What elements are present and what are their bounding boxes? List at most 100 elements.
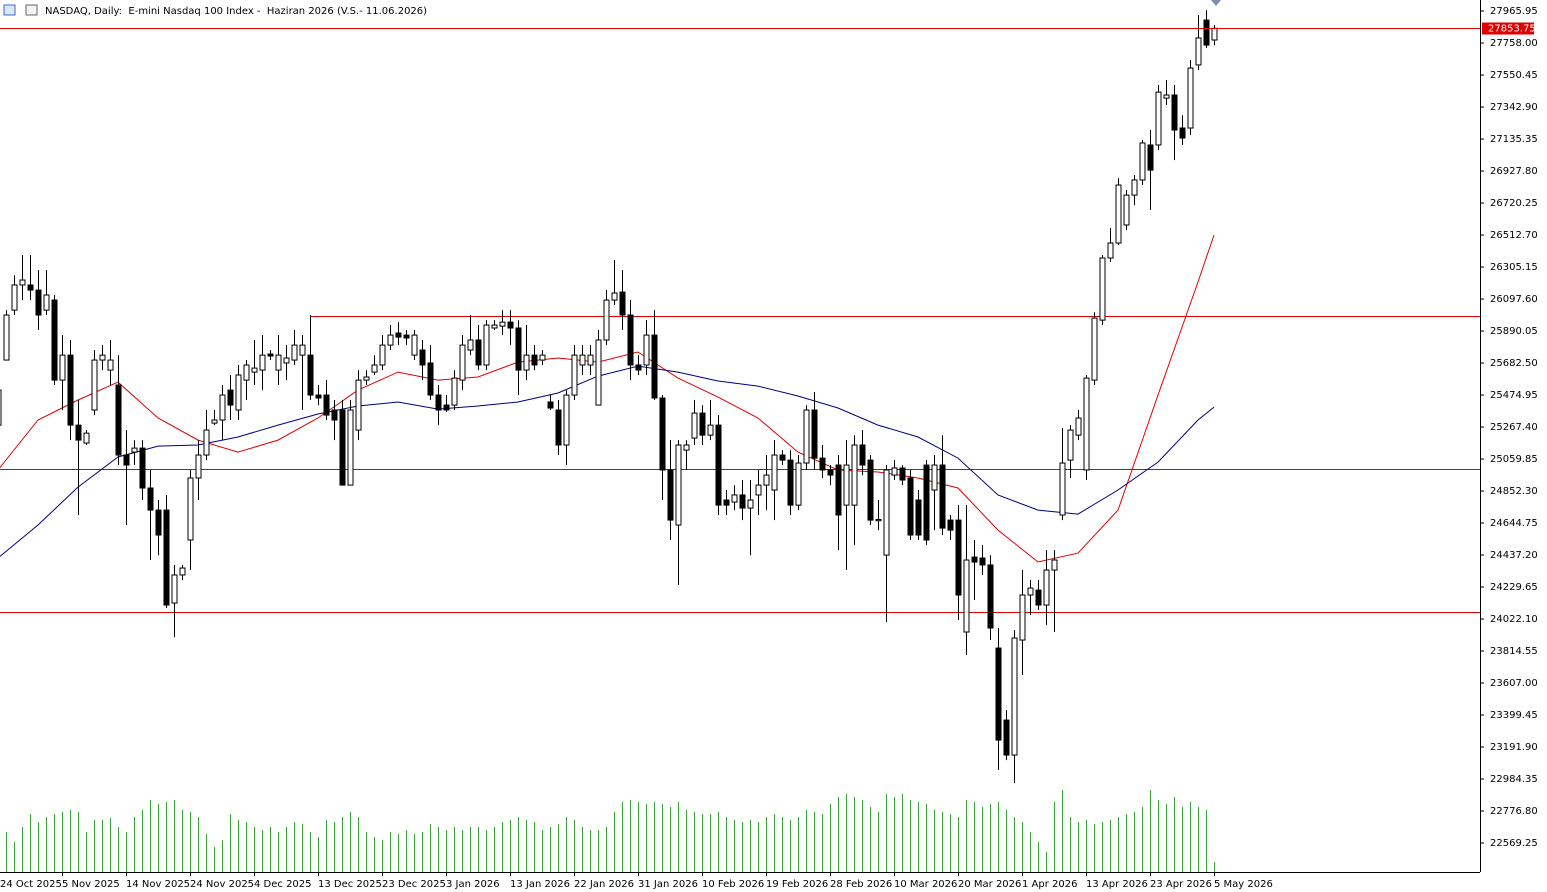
candle-body bbox=[0, 389, 2, 426]
candle-body bbox=[299, 344, 306, 356]
y-tick-label: 26305.15 bbox=[1490, 262, 1538, 273]
candle-body bbox=[163, 509, 170, 606]
x-tick-label: 4 Dec 2025 bbox=[254, 879, 312, 890]
price-label-box bbox=[1482, 22, 1534, 35]
candle-body bbox=[699, 412, 706, 436]
candle-body bbox=[435, 394, 442, 411]
plot-area bbox=[0, 10, 1480, 872]
candle-body bbox=[771, 454, 778, 491]
y-tick-label: 25682.50 bbox=[1490, 358, 1538, 369]
x-tick-label: 5 May 2026 bbox=[1214, 879, 1273, 890]
candle-body bbox=[1211, 27, 1218, 41]
candle-body bbox=[595, 339, 602, 406]
candle-body bbox=[603, 299, 610, 341]
candle-body bbox=[1003, 719, 1010, 756]
x-tick-label: 13 Jan 2026 bbox=[510, 879, 570, 890]
candle-body bbox=[427, 362, 434, 396]
candle-body bbox=[3, 314, 10, 361]
y-tick-label: 27965.95 bbox=[1490, 6, 1538, 17]
candle-body bbox=[203, 429, 210, 456]
candle-body bbox=[291, 344, 298, 361]
candle-body bbox=[851, 444, 858, 506]
candle-body bbox=[787, 459, 794, 506]
candle-body bbox=[1067, 429, 1074, 461]
candle-body bbox=[67, 354, 74, 426]
candle-body bbox=[451, 377, 458, 406]
candle-body bbox=[1011, 637, 1018, 756]
candle-body bbox=[563, 394, 570, 446]
candle-body bbox=[899, 467, 906, 481]
candle-body bbox=[131, 447, 138, 453]
candle-body bbox=[115, 384, 122, 456]
y-tick-label: 26720.25 bbox=[1490, 198, 1538, 209]
candle-body bbox=[139, 447, 146, 489]
candle-body bbox=[59, 354, 66, 381]
candle-body bbox=[579, 354, 586, 366]
candle-body bbox=[491, 324, 498, 329]
icon bbox=[3, 4, 16, 16]
candle-body bbox=[475, 339, 482, 366]
candle-body bbox=[667, 469, 674, 521]
candle-body bbox=[1179, 127, 1186, 139]
candle-body bbox=[747, 499, 754, 509]
candle-body bbox=[955, 519, 962, 596]
candle-body bbox=[1019, 594, 1026, 641]
candle-body bbox=[371, 364, 378, 373]
candle-body bbox=[515, 327, 522, 371]
candle-body bbox=[339, 409, 346, 486]
y-tick-label: 23607.00 bbox=[1490, 678, 1538, 689]
candle-body bbox=[227, 389, 234, 406]
candle-body bbox=[1171, 94, 1178, 131]
y-tick-label: 22984.35 bbox=[1490, 774, 1538, 785]
candle-body bbox=[987, 564, 994, 629]
candle-body bbox=[915, 499, 922, 536]
y-tick-label: 25474.95 bbox=[1490, 390, 1538, 401]
candle-body bbox=[723, 499, 730, 506]
y-tick-label: 26927.80 bbox=[1490, 166, 1538, 177]
candle-body bbox=[307, 354, 314, 396]
candle-body bbox=[443, 404, 450, 411]
candle-body bbox=[859, 444, 866, 466]
x-tick-label: 24 Nov 2025 bbox=[190, 879, 254, 890]
candle-body bbox=[211, 419, 218, 424]
y-tick-label: 24229.65 bbox=[1490, 582, 1538, 593]
candle-body bbox=[691, 412, 698, 439]
candle-body bbox=[923, 464, 930, 541]
candle-body bbox=[43, 294, 50, 311]
candle-body bbox=[499, 321, 506, 327]
candle-body bbox=[1035, 589, 1042, 606]
candle-body bbox=[555, 409, 562, 446]
candle-body bbox=[1195, 37, 1202, 66]
x-tick-label: 14 Nov 2025 bbox=[126, 879, 190, 890]
candle-body bbox=[611, 292, 618, 301]
x-tick-label: 3 Jan 2026 bbox=[446, 879, 500, 890]
candle-body bbox=[795, 462, 802, 506]
candle-body bbox=[195, 454, 202, 479]
candle-body bbox=[459, 344, 466, 381]
candle-body bbox=[659, 397, 666, 471]
marker bbox=[1211, 0, 1221, 6]
candle-body bbox=[867, 459, 874, 521]
y-tick-label: 27135.35 bbox=[1490, 134, 1538, 145]
x-tick-label: 22 Jan 2026 bbox=[574, 879, 634, 890]
y-tick-label: 24437.20 bbox=[1490, 550, 1538, 561]
candle-body bbox=[83, 432, 90, 444]
candle-body bbox=[1083, 377, 1090, 471]
candle-body bbox=[547, 401, 554, 409]
candle-body bbox=[315, 394, 322, 399]
candle-body bbox=[483, 324, 490, 366]
candle-body bbox=[571, 354, 578, 396]
y-tick-label: 23399.45 bbox=[1490, 710, 1538, 721]
candle-body bbox=[187, 477, 194, 541]
candle-body bbox=[419, 349, 426, 366]
candle-body bbox=[651, 334, 658, 399]
candle-body bbox=[995, 647, 1002, 741]
x-tick-label: 5 Nov 2025 bbox=[62, 879, 120, 890]
candle-body bbox=[347, 409, 354, 486]
candle-body bbox=[251, 367, 258, 373]
y-tick-label: 24022.10 bbox=[1490, 614, 1538, 625]
y-tick-label: 25267.40 bbox=[1490, 422, 1538, 433]
candle-body bbox=[1051, 559, 1058, 571]
candle-body bbox=[1091, 317, 1098, 381]
